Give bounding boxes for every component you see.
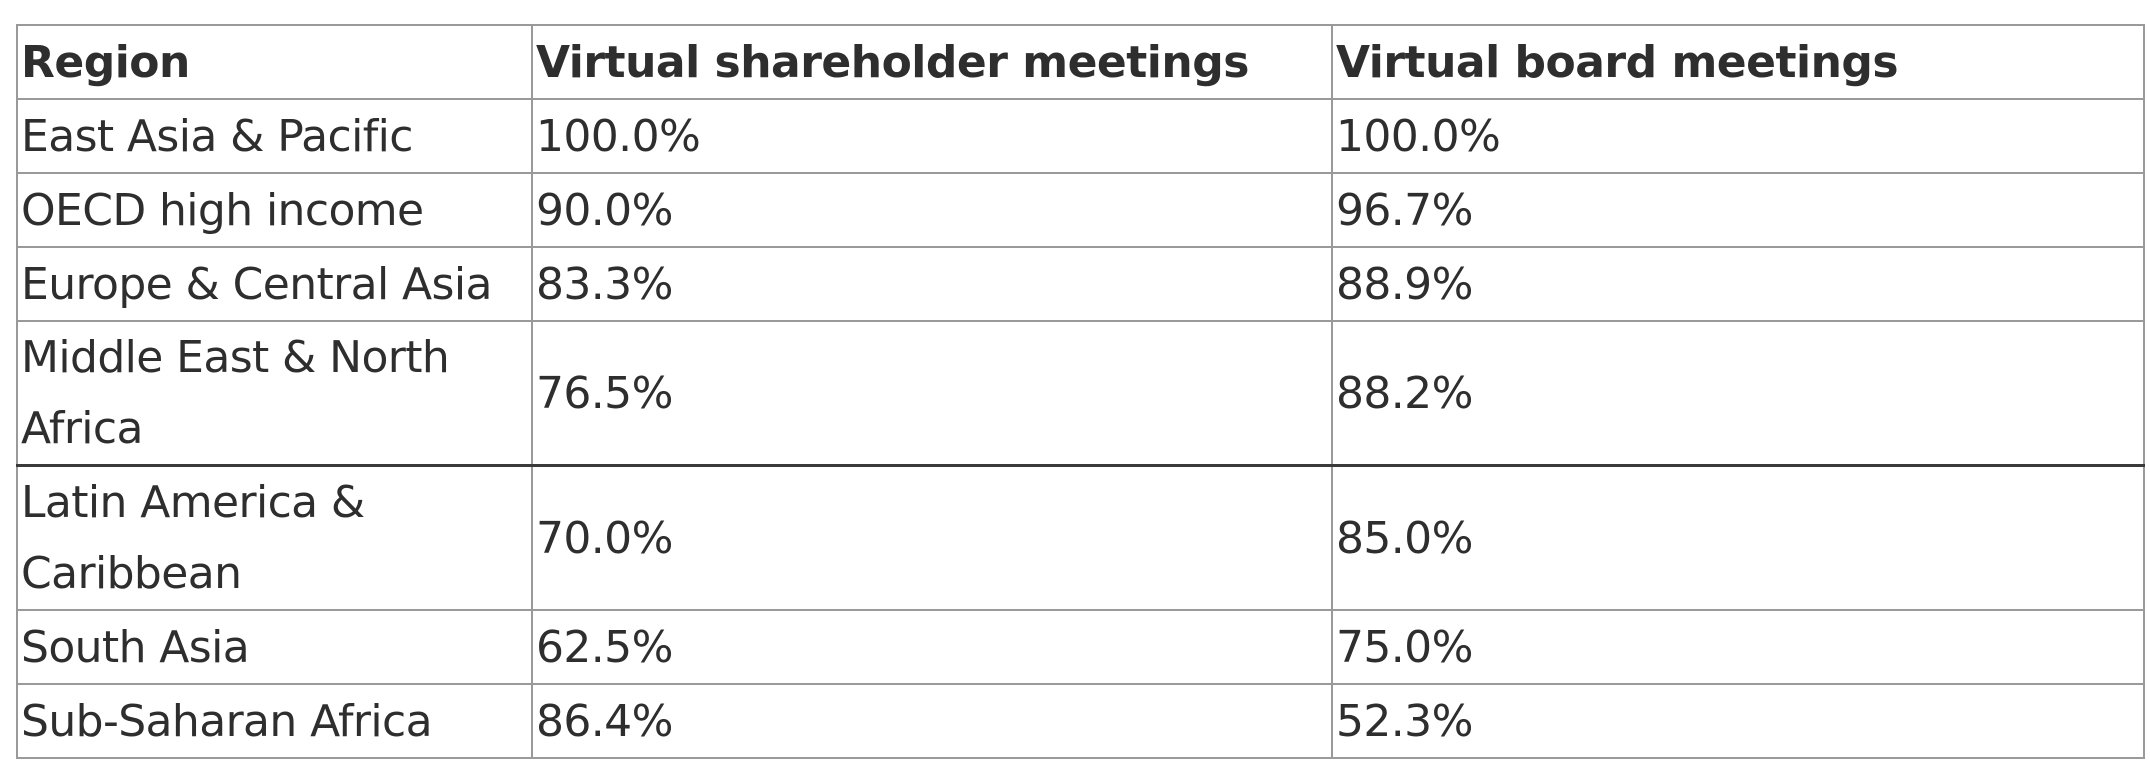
header-row: Region Virtual shareholder meetings Virt… xyxy=(16,24,2145,100)
header-region: Region xyxy=(16,24,533,100)
cell-region: South Asia xyxy=(16,609,533,685)
table-body: East Asia & Pacific 100.0% 100.0% OECD h… xyxy=(16,98,2145,759)
cell-region: Sub-Saharan Africa xyxy=(16,683,533,759)
table-header: Region Virtual shareholder meetings Virt… xyxy=(16,24,2145,100)
cell-board: 52.3% xyxy=(1331,683,2145,759)
cell-shareholder: 86.4% xyxy=(531,683,1333,759)
cell-region: Middle East & North Africa xyxy=(16,320,533,467)
cell-region: East Asia & Pacific xyxy=(16,98,533,174)
cell-region: Latin America & Caribbean xyxy=(16,464,533,611)
header-virtual-shareholder-meetings: Virtual shareholder meetings xyxy=(531,24,1333,100)
cell-shareholder: 90.0% xyxy=(531,172,1333,248)
table-row: South Asia 62.5% 75.0% xyxy=(16,609,2145,685)
cell-board: 96.7% xyxy=(1331,172,2145,248)
cell-shareholder: 76.5% xyxy=(531,320,1333,467)
cell-shareholder: 62.5% xyxy=(531,609,1333,685)
table-row: East Asia & Pacific 100.0% 100.0% xyxy=(16,98,2145,174)
cell-shareholder: 100.0% xyxy=(531,98,1333,174)
table-row: OECD high income 90.0% 96.7% xyxy=(16,172,2145,248)
region-meetings-table: Region Virtual shareholder meetings Virt… xyxy=(16,24,2145,759)
cell-board: 85.0% xyxy=(1331,464,2145,611)
cell-board: 88.2% xyxy=(1331,320,2145,467)
table-row: Sub-Saharan Africa 86.4% 52.3% xyxy=(16,683,2145,759)
header-virtual-board-meetings: Virtual board meetings xyxy=(1331,24,2145,100)
cell-shareholder: 70.0% xyxy=(531,464,1333,611)
cell-shareholder: 83.3% xyxy=(531,246,1333,322)
cell-board: 100.0% xyxy=(1331,98,2145,174)
cell-board: 88.9% xyxy=(1331,246,2145,322)
cell-board: 75.0% xyxy=(1331,609,2145,685)
cell-region: OECD high income xyxy=(16,172,533,248)
cell-region: Europe & Central Asia xyxy=(16,246,533,322)
table-row: Middle East & North Africa 76.5% 88.2% xyxy=(16,320,2145,467)
table-row: Europe & Central Asia 83.3% 88.9% xyxy=(16,246,2145,322)
data-table-container: Region Virtual shareholder meetings Virt… xyxy=(16,24,2145,759)
table-row: Latin America & Caribbean 70.0% 85.0% xyxy=(16,464,2145,611)
